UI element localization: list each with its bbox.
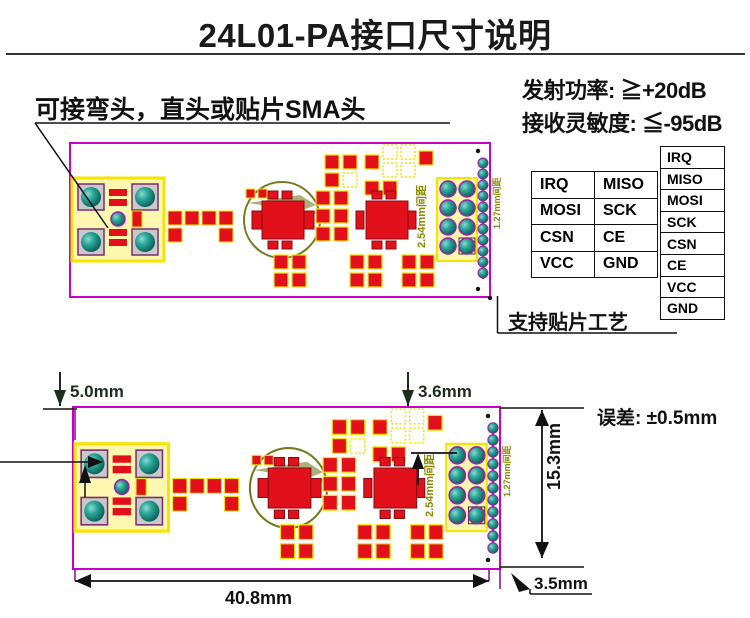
svg-text:误差: ±0.5mm: 误差: ±0.5mm bbox=[597, 406, 717, 429]
svg-text:3.5mm: 3.5mm bbox=[534, 574, 588, 593]
svg-text:5.0mm: 5.0mm bbox=[70, 382, 124, 401]
svg-text:3.6mm: 3.6mm bbox=[418, 382, 472, 401]
svg-text:40.8mm: 40.8mm bbox=[225, 588, 292, 608]
svg-text:15.3mm: 15.3mm bbox=[544, 423, 564, 490]
